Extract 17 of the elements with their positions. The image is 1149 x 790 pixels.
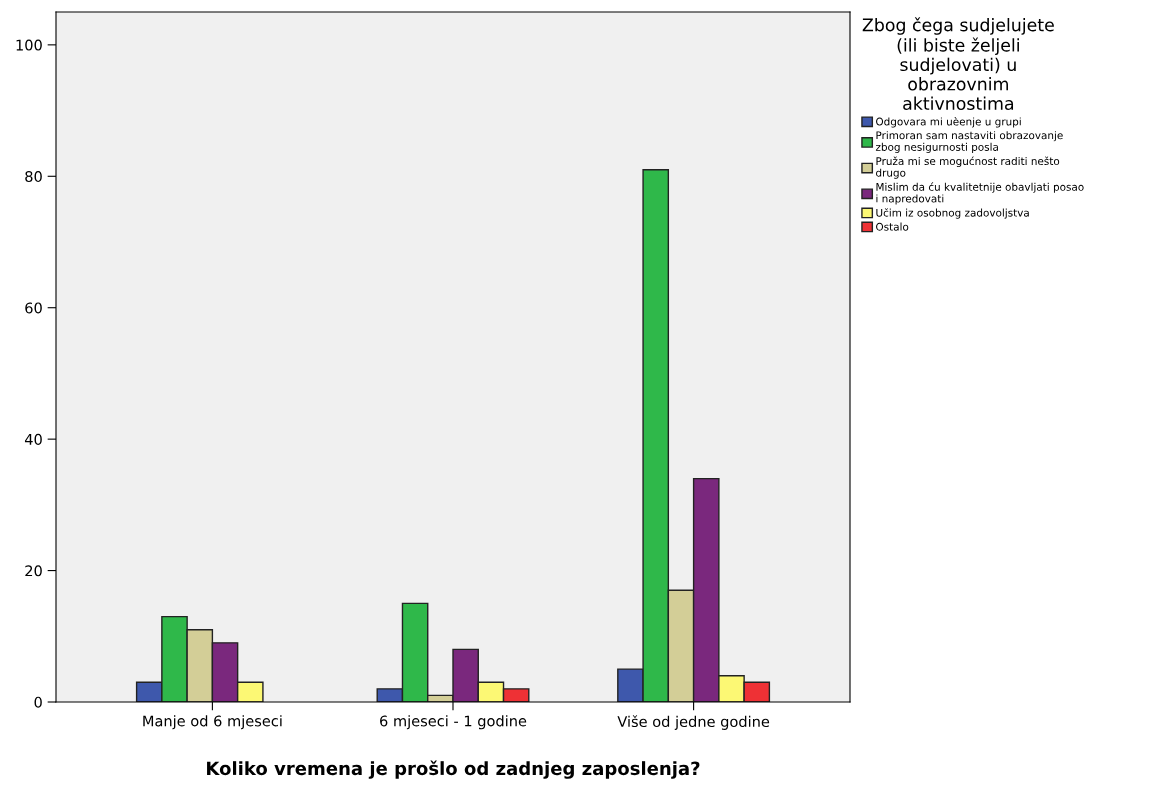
y-tick-label: 80 <box>25 171 42 183</box>
y-tick-label: 40 <box>24 433 42 445</box>
y-tick-label: 60 <box>25 302 42 314</box>
x-tick-label: 6 mjeseci - 1 godine <box>380 715 527 730</box>
legend-label: Učim iz osobnog zadovoljstva <box>876 208 1029 219</box>
legend-label: Primoran sam nastaviti obrazovanje zbog nesigurnosti posla <box>875 131 1063 153</box>
x-axis-title: Koliko vremena je prošlo od zadnjeg zaposlenja? <box>207 760 700 779</box>
y-tick-label: 0 <box>34 696 42 708</box>
x-tick-label: Više od jedne godine <box>617 715 770 730</box>
legend-label: Mislim da ću kvalitetnije obavljati posao i napredovati <box>876 182 1084 205</box>
legend-label: Ostalo <box>876 222 909 231</box>
legend-label: Pruža mi se mogućnost raditi nešto drugo <box>876 156 1060 179</box>
legend-label: Odgovara mi uèenje u grupi <box>876 117 1021 128</box>
y-tick-label: 100 <box>16 39 42 51</box>
legend-title: Zbog čega sudjelujete (ili biste željeli sudjelovati) u obrazovnim aktivnostima <box>862 17 1054 110</box>
x-tick-label: Manje od 6 mjeseci <box>143 715 282 730</box>
y-tick-label: 20 <box>25 565 42 577</box>
